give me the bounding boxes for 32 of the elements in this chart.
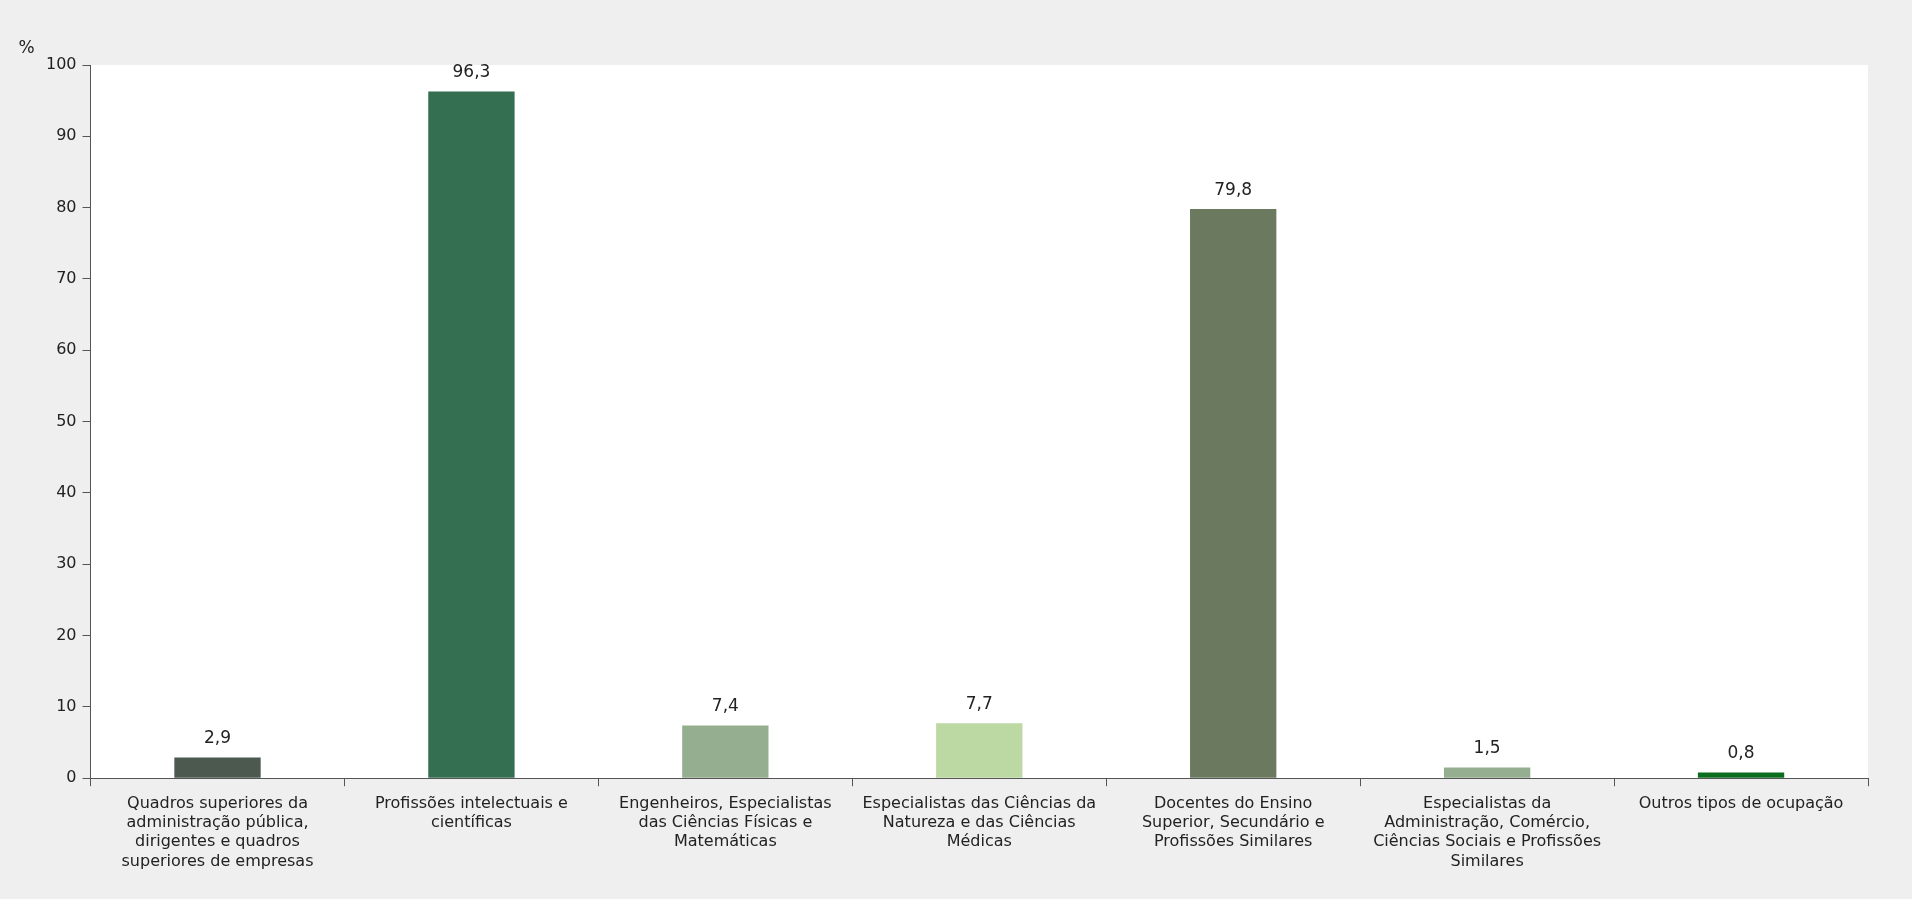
y-tick-label: 40 bbox=[56, 482, 77, 502]
y-tick-label: 60 bbox=[56, 339, 77, 359]
x-tick-label: Quadros superiores da administração pública, dirigentes e quadros superiores de empresas bbox=[121, 792, 314, 870]
y-tick-label: 90 bbox=[56, 125, 77, 145]
x-tick-label: Engenheiros, Especialistas das Ciências Físicas e Matemáticas bbox=[619, 792, 832, 851]
bar bbox=[1443, 767, 1531, 778]
y-axis-title: % bbox=[18, 36, 35, 57]
bar bbox=[682, 725, 769, 778]
data-label: 7,7 bbox=[965, 693, 993, 714]
y-tick-label: 10 bbox=[56, 696, 77, 716]
y-tick-label: 30 bbox=[56, 553, 77, 573]
data-label: 0,8 bbox=[1727, 742, 1755, 763]
data-label: 2,9 bbox=[203, 727, 232, 748]
y-tick-label: 70 bbox=[56, 268, 77, 288]
bar bbox=[428, 91, 515, 778]
y-tick-label: 50 bbox=[56, 410, 77, 430]
data-label: 7,4 bbox=[711, 695, 739, 716]
data-label: 79,8 bbox=[1214, 178, 1253, 199]
bar bbox=[1697, 772, 1785, 778]
x-tick-label: Outros tipos de ocupação bbox=[1638, 792, 1844, 812]
data-label: 96,3 bbox=[452, 61, 491, 82]
x-tick-label: Especialistas da Administração, Comércio, Ciências Sociais e Profissões Similares bbox=[1373, 792, 1602, 870]
x-tick-label: Docentes do Ensino Superior, Secundário e Profissões Similares bbox=[1141, 792, 1325, 851]
y-tick-label: 20 bbox=[56, 624, 77, 644]
x-tick-label: Profissões intelectuais e científicas bbox=[374, 792, 568, 832]
y-tick-label: 100 bbox=[45, 54, 77, 74]
x-tick-label: Especialistas das Ciências da Natureza e das Ciências Médicas bbox=[862, 792, 1097, 851]
bar bbox=[936, 723, 1023, 778]
data-label: 1,5 bbox=[1473, 737, 1501, 758]
y-tick-label: 0 bbox=[66, 767, 77, 787]
y-tick-label: 80 bbox=[56, 196, 77, 216]
bar bbox=[1190, 209, 1277, 778]
